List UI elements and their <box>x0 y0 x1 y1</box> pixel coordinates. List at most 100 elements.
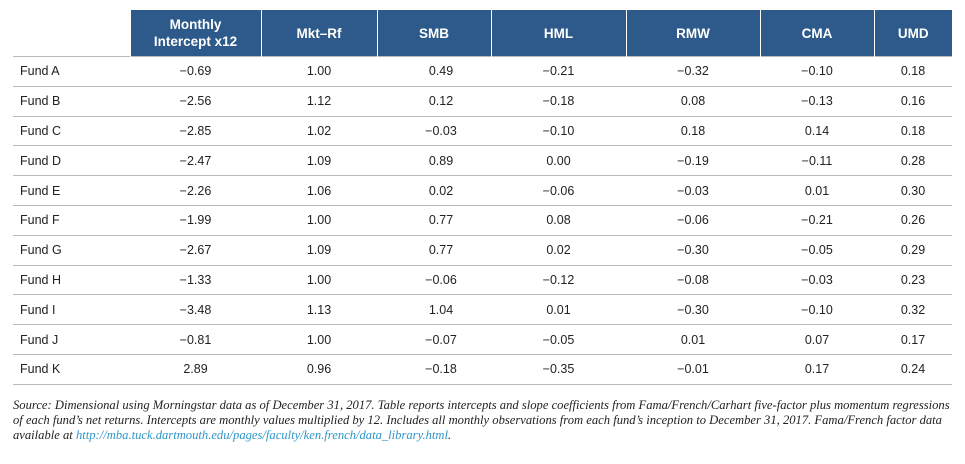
rmw-cell: −0.06 <box>626 204 760 236</box>
table-row: Fund E −2.26 1.06 0.02 −0.06 −0.03 0.01 0.30 <box>13 175 952 206</box>
cma-cell: −0.13 <box>760 85 874 117</box>
fund-name-cell: Fund F <box>13 204 130 236</box>
fund-name-cell: Fund H <box>13 264 130 295</box>
fund-name-cell: Fund E <box>13 175 130 206</box>
smb-cell: 0.02 <box>377 175 491 206</box>
mkt-rf-cell: 1.06 <box>261 175 377 206</box>
header-hml: HML <box>490 10 626 57</box>
intercept-cell: −0.81 <box>130 324 261 355</box>
intercept-cell: −2.26 <box>130 175 261 206</box>
cma-cell: −0.05 <box>760 234 874 266</box>
umd-cell: 0.28 <box>874 145 952 176</box>
table-row: Fund D −2.47 1.09 0.89 0.00 −0.19 −0.11 0.28 <box>13 145 952 176</box>
smb-cell: 0.77 <box>377 234 491 266</box>
cma-cell: −0.21 <box>760 204 874 236</box>
rmw-cell: −0.03 <box>626 175 760 206</box>
table-body: Fund A −0.69 1.00 0.49 −0.21 −0.32 −0.10 0.18 Fu… <box>13 56 952 385</box>
smb-cell: 0.12 <box>377 85 491 117</box>
intercept-cell: −2.67 <box>130 234 261 266</box>
fund-name-cell: Fund C <box>13 115 130 146</box>
intercept-cell: −2.85 <box>130 115 261 146</box>
header-intercept: Monthly Intercept x12 <box>129 10 261 57</box>
fund-name-cell: Fund K <box>13 353 130 385</box>
fund-name-cell: Fund I <box>13 294 130 325</box>
regression-table: Monthly Intercept x12 Mkt–Rf SMB HML RMW… <box>13 10 952 385</box>
header-cma: CMA <box>759 10 874 57</box>
source-note: Source: Dimensional using Morningstar da… <box>13 398 953 443</box>
cma-cell: −0.03 <box>760 264 874 295</box>
umd-cell: 0.24 <box>874 353 952 385</box>
hml-cell: 0.08 <box>491 204 626 236</box>
cma-cell: 0.14 <box>760 115 874 146</box>
regression-table-container: Monthly Intercept x12 Mkt–Rf SMB HML RMW… <box>13 10 952 385</box>
fund-name-cell: Fund A <box>13 56 130 87</box>
source-note-text: Source: Dimensional using Morningstar da… <box>13 398 950 442</box>
table-row: Fund I −3.48 1.13 1.04 0.01 −0.30 −0.10 0.32 <box>13 294 952 325</box>
hml-cell: 0.02 <box>491 234 626 266</box>
table-row: Fund K 2.89 0.96 −0.18 −0.35 −0.01 0.17 0.24 <box>13 353 952 385</box>
mkt-rf-cell: 1.12 <box>261 85 377 117</box>
rmw-cell: 0.18 <box>626 115 760 146</box>
mkt-rf-cell: 1.02 <box>261 115 377 146</box>
header-row: Monthly Intercept x12 Mkt–Rf SMB HML RMW… <box>13 10 952 57</box>
smb-cell: −0.03 <box>377 115 491 146</box>
umd-cell: 0.26 <box>874 204 952 236</box>
hml-cell: −0.05 <box>491 324 626 355</box>
smb-cell: 1.04 <box>377 294 491 325</box>
smb-cell: −0.18 <box>377 353 491 385</box>
cma-cell: 0.17 <box>760 353 874 385</box>
hml-cell: −0.06 <box>491 175 626 206</box>
umd-cell: 0.32 <box>874 294 952 325</box>
fund-name-cell: Fund B <box>13 85 130 117</box>
hml-cell: 0.00 <box>491 145 626 176</box>
mkt-rf-cell: 0.96 <box>261 353 377 385</box>
smb-cell: −0.06 <box>377 264 491 295</box>
smb-cell: −0.07 <box>377 324 491 355</box>
mkt-rf-cell: 1.09 <box>261 145 377 176</box>
table-row: Fund F −1.99 1.00 0.77 0.08 −0.06 −0.21 0.26 <box>13 204 952 236</box>
mkt-rf-cell: 1.13 <box>261 294 377 325</box>
smb-cell: 0.89 <box>377 145 491 176</box>
table-row: Fund G −2.67 1.09 0.77 0.02 −0.30 −0.05 0.29 <box>13 234 952 266</box>
intercept-cell: −1.33 <box>130 264 261 295</box>
rmw-cell: −0.01 <box>626 353 760 385</box>
hml-cell: −0.10 <box>491 115 626 146</box>
rmw-cell: −0.19 <box>626 145 760 176</box>
rmw-cell: −0.30 <box>626 294 760 325</box>
header-rmw: RMW <box>625 10 760 57</box>
rmw-cell: 0.08 <box>626 85 760 117</box>
rmw-cell: 0.01 <box>626 324 760 355</box>
mkt-rf-cell: 1.09 <box>261 234 377 266</box>
data-library-link[interactable]: http://mba.tuck.dartmouth.edu/pages/facu… <box>75 428 449 442</box>
mkt-rf-cell: 1.00 <box>261 264 377 295</box>
intercept-cell: −3.48 <box>130 294 261 325</box>
mkt-rf-cell: 1.00 <box>261 56 377 87</box>
cma-cell: 0.07 <box>760 324 874 355</box>
rmw-cell: −0.08 <box>626 264 760 295</box>
table-row: Fund A −0.69 1.00 0.49 −0.21 −0.32 −0.10 0.18 <box>13 56 952 87</box>
fund-name-cell: Fund D <box>13 145 130 176</box>
intercept-cell: 2.89 <box>130 353 261 385</box>
intercept-cell: −2.47 <box>130 145 261 176</box>
intercept-cell: −1.99 <box>130 204 261 236</box>
table-row: Fund H −1.33 1.00 −0.06 −0.12 −0.08 −0.03 0.23 <box>13 264 952 295</box>
fund-name-cell: Fund G <box>13 234 130 266</box>
fund-name-cell: Fund J <box>13 324 130 355</box>
hml-cell: −0.35 <box>491 353 626 385</box>
header-umd: UMD <box>873 10 952 57</box>
umd-cell: 0.16 <box>874 85 952 117</box>
hml-cell: −0.21 <box>491 56 626 87</box>
header-smb: SMB <box>376 10 491 57</box>
umd-cell: 0.29 <box>874 234 952 266</box>
cma-cell: −0.11 <box>760 145 874 176</box>
hml-cell: −0.12 <box>491 264 626 295</box>
cma-cell: −0.10 <box>760 294 874 325</box>
smb-cell: 0.49 <box>377 56 491 87</box>
umd-cell: 0.30 <box>874 175 952 206</box>
table-row: Fund J −0.81 1.00 −0.07 −0.05 0.01 0.07 0.17 <box>13 324 952 355</box>
cma-cell: −0.10 <box>760 56 874 87</box>
header-intercept-line2: Intercept x12 <box>153 34 238 49</box>
umd-cell: 0.17 <box>874 324 952 355</box>
intercept-cell: −0.69 <box>130 56 261 87</box>
umd-cell: 0.18 <box>874 56 952 87</box>
